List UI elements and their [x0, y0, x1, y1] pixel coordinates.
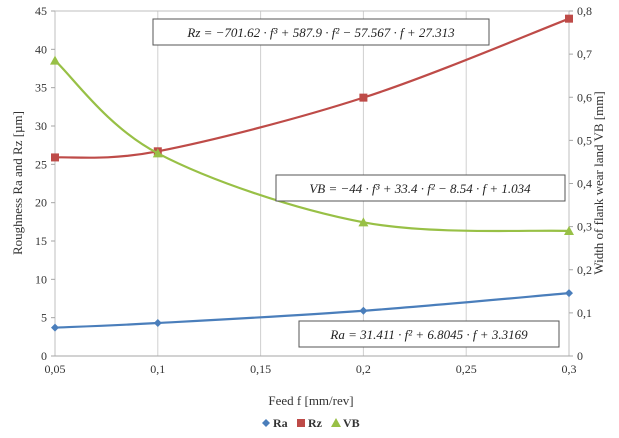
equation-vb-text: VB = −44 · f³ + 33.4 · f² − 8.54 · f + 1…: [309, 181, 531, 196]
tick-labels: 0,05 0,1 0,15 0,2 0,25 0,30510152025303540450…: [35, 4, 592, 376]
y-axis-label-right: Width of flank wear land VB [mm]: [591, 91, 606, 274]
y-right-tick-label: 0,8: [577, 4, 592, 18]
x-tick-label: 0,15: [250, 362, 271, 376]
series-layer: [50, 14, 574, 332]
y-left-tick-label: 45: [35, 4, 47, 18]
data-point-rz: [359, 93, 368, 102]
y-left-tick-label: 15: [35, 234, 47, 248]
y-right-tick-label: 0,4: [577, 177, 592, 191]
legend-label-rz: Rz: [308, 416, 323, 430]
y-left-tick-label: 30: [35, 119, 47, 133]
legend-label-ra: Ra: [273, 416, 288, 430]
legend-item-rz: Rz: [297, 416, 323, 430]
legend-marker-ra: [262, 419, 270, 427]
equation-rz-text: Rz = −701.62 · f³ + 587.9 · f² − 57.567 …: [186, 25, 455, 40]
legend-item-vb: VB: [331, 416, 360, 430]
y-right-tick-label: 0: [577, 349, 583, 363]
y-right-tick-label: 0,3: [577, 220, 592, 234]
y-right-tick-label: 0,5: [577, 133, 592, 147]
legend-item-ra: Ra: [262, 416, 288, 430]
data-point-ra: [153, 319, 162, 328]
series-line-rz: [54, 17, 570, 159]
y-left-tick-label: 5: [41, 311, 47, 325]
series-line-ra: [54, 292, 570, 329]
x-tick-label: 0,3: [562, 362, 577, 376]
y-right-tick-label: 0,6: [577, 90, 592, 104]
annotations: Rz = −701.62 · f³ + 587.9 · f² − 57.567 …: [152, 18, 566, 348]
legend-marker-vb: [331, 418, 341, 427]
x-tick-label: 0,1: [150, 362, 165, 376]
x-tick-label: 0,05: [45, 362, 66, 376]
y-left-tick-label: 0: [41, 349, 47, 363]
legend-label-vb: VB: [343, 416, 360, 430]
y-left-tick-label: 10: [35, 272, 47, 286]
data-point-ra: [51, 323, 59, 332]
y-right-tick-label: 0,2: [577, 263, 592, 277]
data-point-rz: [51, 153, 59, 162]
data-point-vb: [152, 148, 163, 158]
equation-rz: Rz = −701.62 · f³ + 587.9 · f² − 57.567 …: [152, 18, 490, 46]
y-left-tick-label: 35: [35, 81, 47, 95]
equation-ra: Ra = 31.411 · f² + 6.8045 · f + 3.3169: [298, 320, 560, 348]
data-point-vb: [50, 55, 60, 65]
data-point-vb: [358, 217, 369, 227]
series-vb: [50, 55, 574, 235]
y-axis-label-left: Roughness Ra and Rz [µm]: [10, 111, 25, 255]
x-axis-label: Feed f [mm/rev]: [268, 393, 353, 408]
y-left-tick-label: 25: [35, 157, 47, 171]
legend-marker-rz: [297, 419, 305, 427]
y-right-tick-label: 0,1: [577, 306, 592, 320]
legend: Ra Rz VB: [262, 416, 360, 430]
data-point-vb: [564, 225, 574, 235]
equation-ra-text: Ra = 31.411 · f² + 6.8045 · f + 3.3169: [329, 327, 528, 342]
x-tick-label: 0,25: [456, 362, 477, 376]
y-right-tick-label: 0,7: [577, 47, 592, 61]
plot-frame: [51, 10, 573, 357]
series-ra: [51, 289, 573, 332]
data-point-ra: [359, 306, 368, 315]
x-tick-label: 0,2: [356, 362, 371, 376]
y-left-tick-label: 20: [35, 196, 47, 210]
data-point-ra: [565, 289, 573, 298]
y-left-tick-label: 40: [35, 42, 47, 56]
data-point-rz: [565, 14, 573, 23]
series-line-vb: [54, 59, 570, 233]
equation-vb: VB = −44 · f³ + 33.4 · f² − 8.54 · f + 1…: [275, 174, 566, 202]
